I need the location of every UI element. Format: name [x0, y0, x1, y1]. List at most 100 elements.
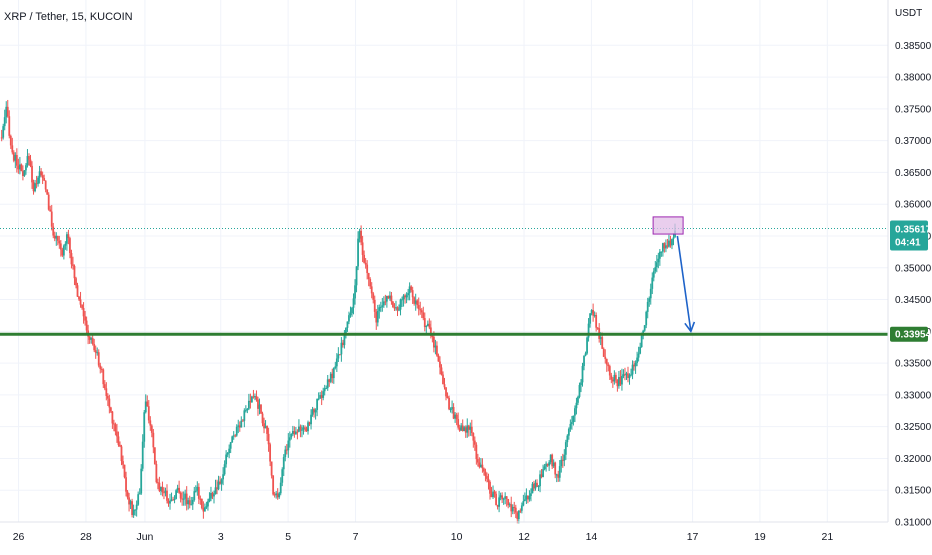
candle-body [125, 477, 127, 492]
candle-body [146, 401, 149, 407]
candle-body [410, 286, 413, 291]
candle-body [640, 335, 643, 347]
candle-body [302, 427, 305, 430]
candle-body [607, 364, 610, 367]
candle-body [604, 356, 607, 359]
candle-body [229, 442, 232, 449]
candle-body [445, 387, 447, 397]
candle-body [301, 429, 303, 431]
candle-body [399, 299, 402, 310]
price-tick-label: 0.35000 [895, 263, 932, 274]
candle-body [589, 313, 591, 324]
candle-body [586, 337, 588, 354]
candle-body [298, 426, 300, 432]
candle-body [147, 406, 150, 421]
candle-body [382, 301, 385, 306]
price-tick-label: 0.37000 [895, 136, 932, 147]
candle-body [452, 407, 455, 419]
candle-body [163, 492, 165, 494]
candle-body [370, 286, 373, 294]
candle-body [499, 495, 502, 498]
candle-body [545, 463, 548, 467]
candle-body [443, 384, 446, 388]
candle-body [320, 395, 323, 398]
candle-body [661, 243, 664, 252]
candle-body [270, 461, 273, 476]
candle-body [78, 296, 80, 300]
candle-body [398, 309, 400, 311]
candle-body [200, 498, 203, 509]
support-price-value: 0.33954 [895, 330, 932, 341]
candle-body [522, 501, 525, 506]
candle-body [34, 183, 36, 192]
candle-body [630, 374, 632, 376]
candle-body [8, 116, 11, 136]
candle-body [487, 478, 490, 483]
candle-body [476, 459, 479, 463]
candle-body [279, 482, 282, 494]
candle-body [517, 510, 520, 520]
candle-body [534, 482, 537, 489]
candle-body [210, 492, 212, 499]
candle-body [61, 249, 64, 256]
candle-body [111, 411, 114, 424]
candle-body [234, 435, 237, 437]
candle-body [614, 374, 617, 380]
candle-body [102, 369, 105, 385]
candle-body [619, 377, 622, 385]
candle-body [436, 345, 438, 356]
candle-body [622, 374, 625, 376]
candle-body [561, 459, 564, 461]
candle-body [602, 348, 605, 357]
time-axis[interactable]: 26 28 Jun 3 5 7 10 12 14 17 19 21 [13, 531, 834, 543]
candle-body [405, 295, 408, 298]
candle-body [120, 446, 123, 462]
candle-body [595, 315, 598, 328]
candle-body [570, 422, 573, 424]
candle-body [552, 462, 555, 467]
candle-body [3, 117, 6, 127]
candle-body [624, 374, 626, 376]
candle-body [581, 366, 584, 383]
candle-body [432, 336, 435, 348]
candle-body [558, 466, 561, 478]
candle-body [64, 243, 67, 246]
candle-body [416, 300, 419, 306]
candle-body [448, 397, 450, 410]
candle-body [329, 373, 332, 382]
candle-body [332, 367, 335, 379]
candle-body [278, 493, 281, 498]
candle-body [502, 498, 505, 500]
candle-body [665, 245, 667, 249]
candle-body [651, 277, 654, 289]
candle-body [373, 299, 376, 312]
candle-body [672, 237, 675, 239]
candle-body [122, 461, 124, 465]
candle-body [106, 395, 109, 399]
candle-body [82, 307, 85, 317]
candle-body [308, 422, 311, 425]
candle-body [636, 357, 639, 363]
candle-body [577, 396, 579, 403]
candle-body [611, 379, 614, 382]
candle-body [440, 367, 443, 375]
candle-body [613, 374, 616, 382]
down-arrow-line[interactable] [676, 235, 692, 332]
candle-body [75, 278, 77, 286]
price-axis[interactable]: 0.38500 0.38000 0.37500 0.37000 0.36500 0.360… [895, 41, 932, 529]
candle-body [385, 295, 388, 302]
candle-body [578, 385, 581, 397]
candle-body [15, 155, 18, 166]
candle-body [284, 449, 287, 458]
candle-body [569, 423, 572, 429]
candle-body [304, 427, 306, 429]
date-tick-label: 3 [218, 531, 224, 543]
candle-body [627, 373, 629, 378]
candle-body [0, 137, 3, 139]
candle-body [313, 409, 315, 413]
resistance-rectangle[interactable] [652, 216, 684, 235]
candle-body [97, 352, 100, 366]
price-tick-label: 0.33500 [895, 359, 932, 370]
